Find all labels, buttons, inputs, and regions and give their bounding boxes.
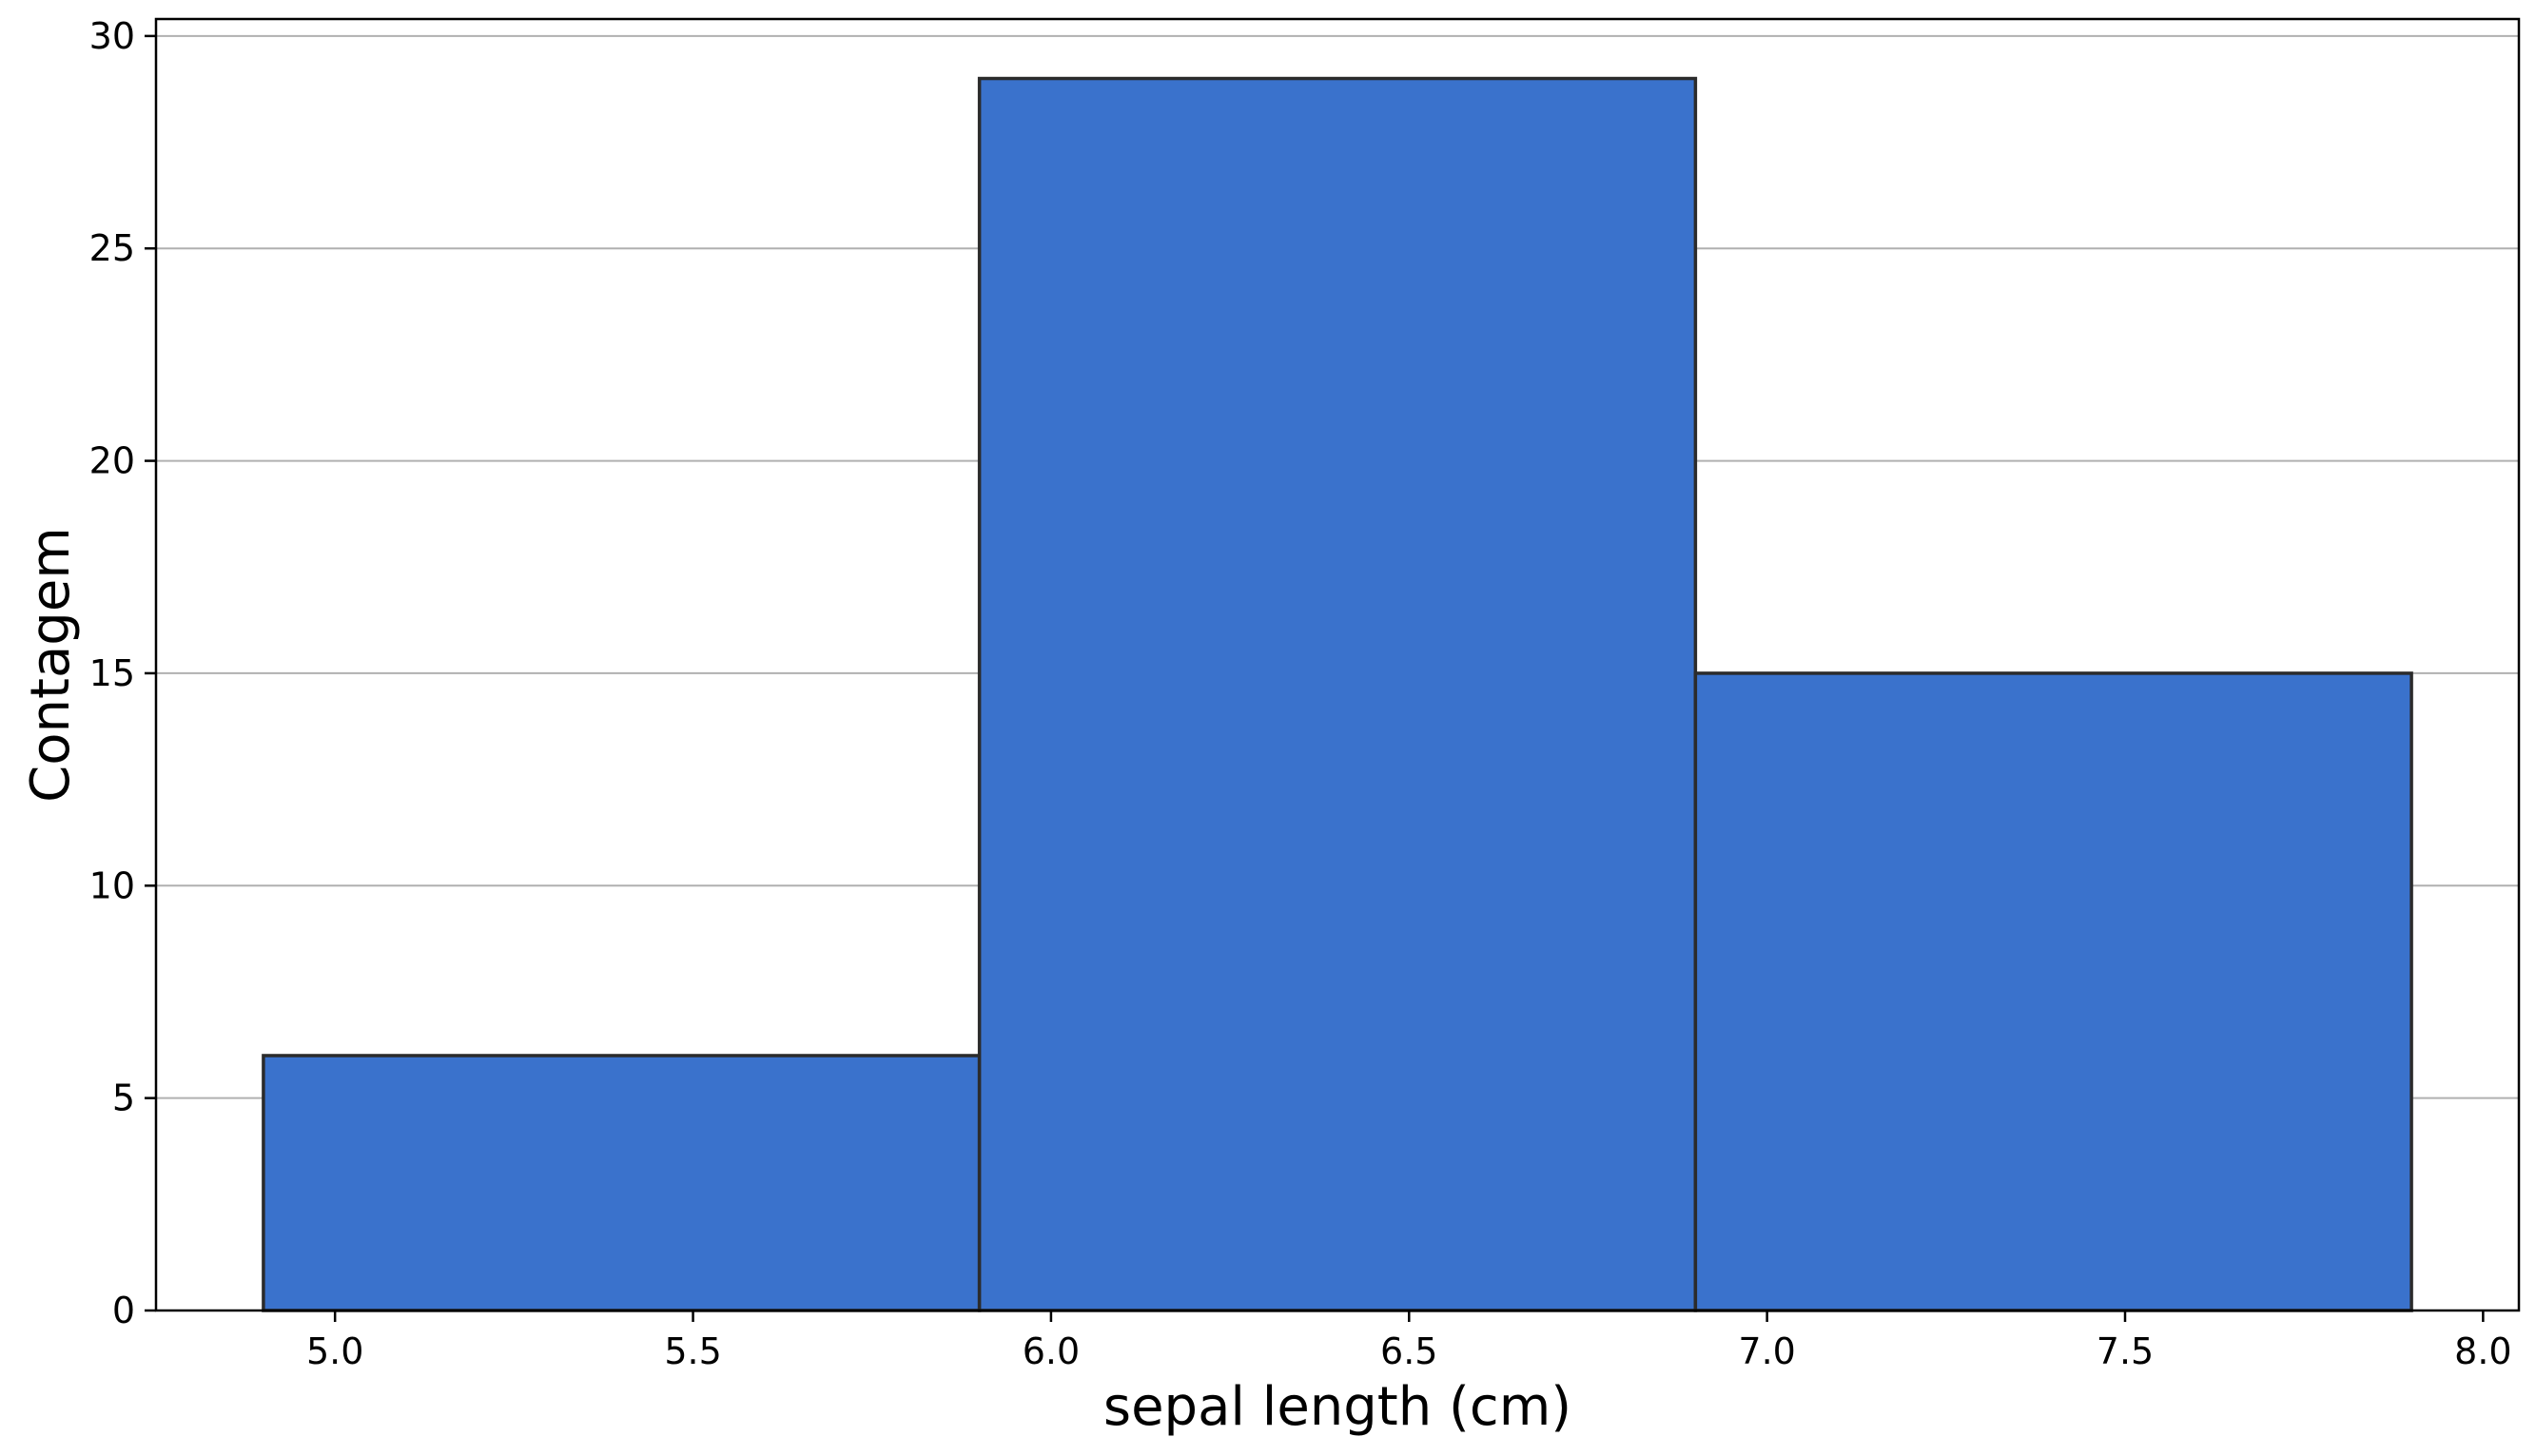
histogram-bar-2 [977,76,1698,1312]
x-tick-label-6.5: 6.5 [1380,1330,1437,1372]
y-tick-label-30: 30 [89,15,135,57]
bars [262,76,2413,1312]
y-tick-label-0: 0 [112,1290,135,1331]
y-axis-ticks: 0 5 10 15 20 25 30 [89,15,156,1331]
y-tick-label-15: 15 [89,652,135,694]
x-tick-label-7.5: 7.5 [2097,1330,2154,1372]
y-tick-label-10: 10 [89,864,135,906]
x-tick-label-8: 8.0 [2454,1330,2511,1372]
y-axis-label: Contagem [20,527,82,803]
plot-frame [154,17,2521,1312]
x-axis-label: sepal length (cm) [1103,1376,1571,1438]
x-tick-label-7: 7.0 [1738,1330,1795,1372]
y-tick-label-25: 25 [89,227,135,269]
x-axis-ticks: 5.0 5.5 6.0 6.5 7.0 7.5 8.0 [306,1310,2512,1372]
histogram-bar-1 [262,1054,982,1312]
y-tick-label-5: 5 [112,1077,135,1119]
histogram-bar-3 [1693,671,2413,1312]
x-tick-label-5.5: 5.5 [664,1330,721,1372]
y-tick-label-20: 20 [89,440,135,482]
x-tick-label-6: 6.0 [1023,1330,1080,1372]
x-tick-label-5: 5.0 [306,1330,363,1372]
